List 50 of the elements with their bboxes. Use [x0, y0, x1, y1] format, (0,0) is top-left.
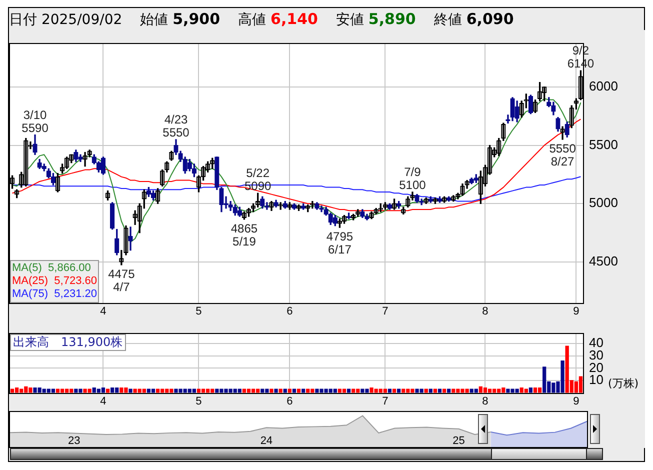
x-tick-label: 8	[482, 395, 488, 408]
chart-title: 出来高 131,900株	[10, 334, 126, 351]
x-tick-label: 9	[573, 305, 580, 318]
bar	[110, 388, 114, 393]
y-tick-label: 6000	[589, 78, 618, 94]
y-tick-label: 40	[589, 335, 604, 350]
y-tick-label: 5000	[589, 195, 618, 210]
x-tick-label: 5	[196, 395, 202, 408]
y-tick-label: 5500	[589, 136, 618, 152]
chart-title: 日付 2025/09/02	[9, 12, 122, 28]
text: 安値 5,890	[336, 10, 416, 28]
bar	[578, 376, 583, 393]
bar	[14, 388, 19, 393]
bar	[483, 388, 488, 393]
annotation: 4/23 5550	[162, 112, 190, 140]
x-tick-label: 7	[382, 305, 388, 318]
annotation: 5550 8/27	[549, 141, 576, 168]
x-tick-label: 23	[68, 435, 80, 447]
bar	[270, 388, 274, 393]
x-tick-label: 6	[286, 305, 293, 318]
annotation: 3/10 5590	[22, 108, 49, 135]
bar	[101, 388, 106, 393]
x-tick-label: 4	[100, 305, 106, 318]
annotation: 4865 5/19	[230, 221, 258, 248]
text: 高値 6,140	[238, 10, 318, 28]
bar	[533, 388, 538, 393]
y-tick-label: 4500	[589, 254, 618, 269]
x-tick-label: 4	[100, 395, 106, 408]
x-tick-label: 6	[286, 395, 293, 408]
x-tick-label: 24	[260, 435, 273, 447]
annotation: 4795 6/17	[326, 230, 354, 257]
x-tick-label: 8	[482, 305, 488, 318]
y-axis-title: (万株)	[608, 376, 639, 391]
bar	[542, 366, 546, 393]
annotation: 4475 4/7	[108, 266, 136, 294]
bar	[128, 388, 132, 393]
x-tick-label: 9	[573, 395, 580, 408]
text: MA(75) 5,231.20	[12, 288, 97, 301]
y-tick-label: 10	[589, 372, 604, 388]
x-tick-label: 25	[452, 435, 465, 447]
x-tick-label: 7	[382, 395, 388, 408]
bar	[528, 388, 533, 393]
text: MA(5) 5,866.00	[12, 262, 92, 275]
x-tick-label: 5	[196, 305, 202, 318]
text: MA(25) 5,723.60	[12, 274, 97, 288]
bar	[274, 388, 278, 393]
text: 終値 6,090	[434, 10, 514, 28]
bar	[538, 388, 542, 393]
annotation: 7/9 5100	[399, 164, 426, 192]
text: 始値 5,900	[140, 10, 220, 28]
